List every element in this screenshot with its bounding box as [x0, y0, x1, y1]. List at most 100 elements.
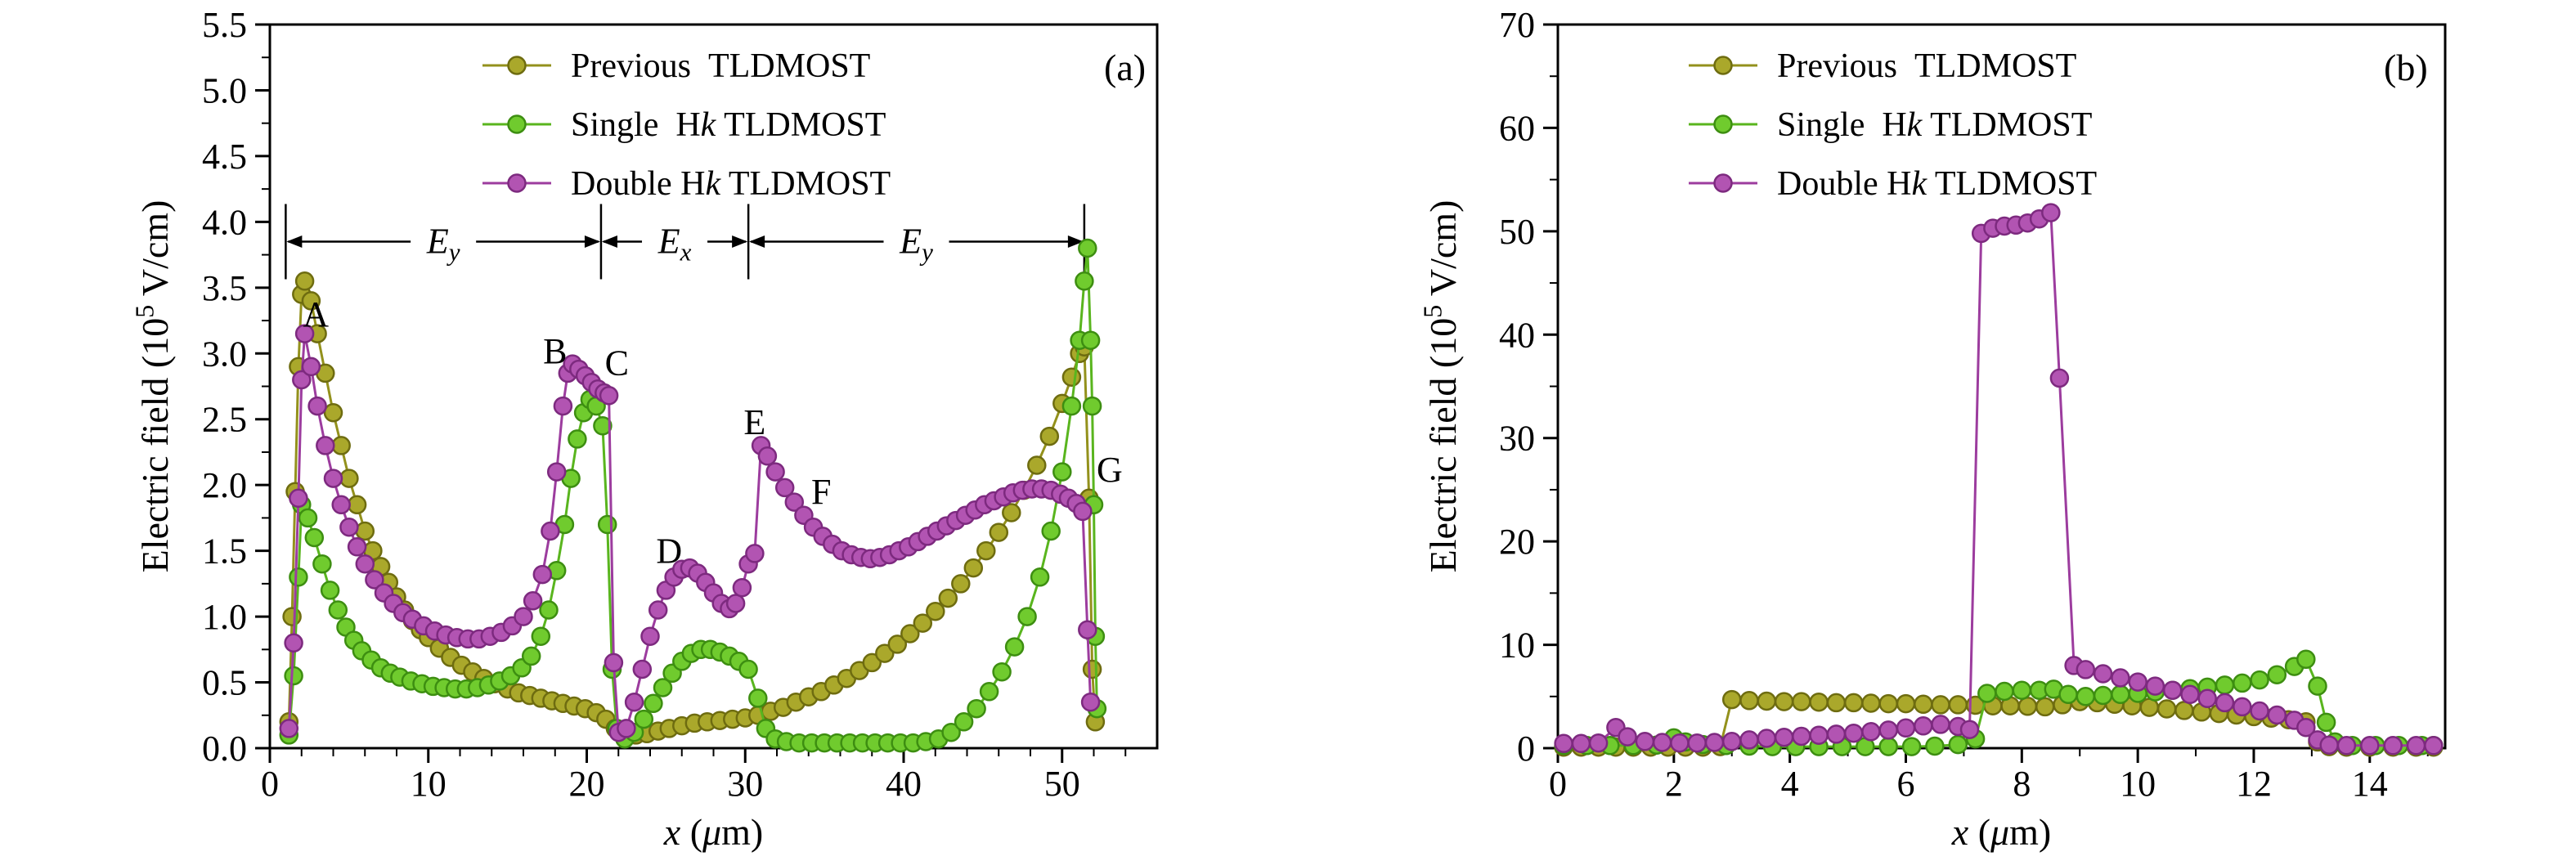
- data-point-marker: [2319, 735, 2339, 755]
- data-point-marker: [2296, 717, 2316, 738]
- x-tick-label: 30: [727, 764, 763, 804]
- data-point-marker: [541, 521, 560, 541]
- region-label: Ey: [426, 222, 460, 267]
- data-point-marker: [347, 495, 367, 515]
- data-point-marker: [289, 488, 308, 509]
- data-point-marker: [1959, 720, 1980, 739]
- data-point-marker: [938, 588, 958, 608]
- data-point-marker: [2383, 736, 2403, 756]
- data-point-marker: [1027, 455, 1047, 475]
- data-point-marker: [521, 646, 541, 666]
- y-tick-label: 10: [1499, 626, 1535, 666]
- data-point-marker: [2360, 736, 2380, 756]
- x-tick-label: 2: [1665, 764, 1683, 804]
- data-point-marker: [648, 600, 668, 620]
- data-point-marker: [2308, 676, 2327, 696]
- axes-b: 0 2 4 6 8 10 12 14 0 10 20 30 40 50 60 70 x (μm) Electric…: [1418, 5, 2447, 853]
- point-label-C: C: [605, 343, 629, 383]
- x-tick-label: 12: [2236, 764, 2272, 804]
- data-point-marker: [1739, 691, 1759, 711]
- data-point-marker: [1861, 693, 1881, 713]
- data-point-marker: [1721, 689, 1742, 710]
- y-tick-label: 1.0: [202, 597, 247, 637]
- data-point-marker: [2041, 203, 2061, 222]
- data-point-marker: [279, 719, 299, 738]
- legend-item-double: Double Hk TLDMOST: [1689, 165, 2097, 203]
- data-point-marker: [2174, 701, 2194, 720]
- region-label: Ex: [657, 222, 692, 267]
- data-point-marker: [597, 514, 617, 535]
- data-point-marker: [294, 271, 315, 291]
- data-point-marker: [1052, 462, 1072, 482]
- data-point-marker: [1878, 693, 1898, 714]
- data-point-marker: [765, 462, 785, 482]
- legend-marker-icon: [507, 114, 527, 134]
- data-point-marker: [301, 291, 321, 311]
- x-tick-label: 0: [261, 764, 279, 804]
- point-label-G: G: [1097, 450, 1123, 490]
- data-point-marker: [1896, 718, 1916, 738]
- y-tick-label: 0: [1517, 729, 1535, 769]
- data-point-marker: [774, 478, 795, 498]
- data-point-marker: [2093, 685, 2113, 706]
- data-point-marker: [1002, 503, 1021, 522]
- data-point-marker: [963, 558, 984, 578]
- data-point-marker: [1914, 694, 1933, 715]
- data-point-marker: [539, 600, 559, 620]
- data-point-marker: [355, 554, 375, 574]
- data-point-marker: [2424, 736, 2444, 756]
- y-tick-label: 0.0: [202, 729, 247, 769]
- data-point-marker: [1977, 684, 1997, 703]
- data-point-marker: [1073, 501, 1093, 522]
- data-point-marker: [355, 521, 375, 541]
- data-point-marker: [2093, 664, 2113, 684]
- data-point-marker: [2076, 660, 2096, 679]
- arrowhead-right-icon: [1067, 235, 1084, 248]
- data-point-marker: [757, 446, 778, 466]
- x-tick-label: 40: [886, 764, 922, 804]
- point-label-E: E: [743, 402, 765, 442]
- data-point-marker: [992, 661, 1012, 682]
- x-axis-title: x (μm): [663, 811, 763, 853]
- legend-label: Previous TLDMOST: [571, 47, 870, 85]
- y-tick-label: 3.0: [202, 334, 247, 374]
- data-point-marker: [1826, 724, 1847, 744]
- y-tick-label: 1.5: [202, 531, 247, 572]
- y-tick-label: 2.0: [202, 465, 247, 505]
- data-point-marker: [1878, 720, 1898, 740]
- data-point-marker: [1075, 271, 1094, 291]
- data-point-marker: [1948, 734, 1968, 755]
- data-point-marker: [1004, 637, 1025, 657]
- data-point-marker: [862, 652, 882, 673]
- legend-label: Single Hk TLDMOST: [1777, 106, 2092, 144]
- data-point-marker: [304, 527, 325, 548]
- data-point-marker: [2156, 699, 2177, 719]
- legend-b: Previous TLDMOST Single Hk TLDMOST Double …: [1689, 47, 2097, 203]
- data-point-marker: [1618, 727, 1637, 747]
- y-tick-label: 2.5: [202, 400, 247, 440]
- data-point-marker: [2267, 705, 2287, 725]
- y-tick-label: 70: [1499, 5, 1535, 45]
- data-point-marker: [599, 386, 619, 406]
- y-tick-label: 4.5: [202, 137, 247, 177]
- y-tick-label: 4.0: [202, 202, 247, 242]
- x-tick-label: 10: [2120, 764, 2156, 804]
- data-point-marker: [1571, 733, 1591, 754]
- data-point-marker: [282, 607, 302, 626]
- data-point-marker: [365, 570, 384, 590]
- data-point-marker: [2233, 673, 2252, 693]
- data-point-marker: [2250, 701, 2269, 721]
- data-point-marker: [1078, 238, 1097, 258]
- data-point-marker: [644, 693, 663, 714]
- data-point-marker: [523, 591, 543, 611]
- data-point-marker: [328, 600, 348, 620]
- data-point-marker: [1948, 695, 1968, 715]
- panel-background: [1288, 0, 2576, 861]
- y-axis-title: Electric field (105 V/cm): [1418, 200, 1465, 573]
- data-point-marker: [941, 722, 961, 742]
- legend-item-single: Single Hk TLDMOST: [482, 106, 886, 144]
- x-tick-label: 14: [2352, 764, 2388, 804]
- data-point-marker: [2162, 680, 2183, 700]
- data-point-marker: [1774, 692, 1794, 711]
- data-point-marker: [593, 416, 613, 436]
